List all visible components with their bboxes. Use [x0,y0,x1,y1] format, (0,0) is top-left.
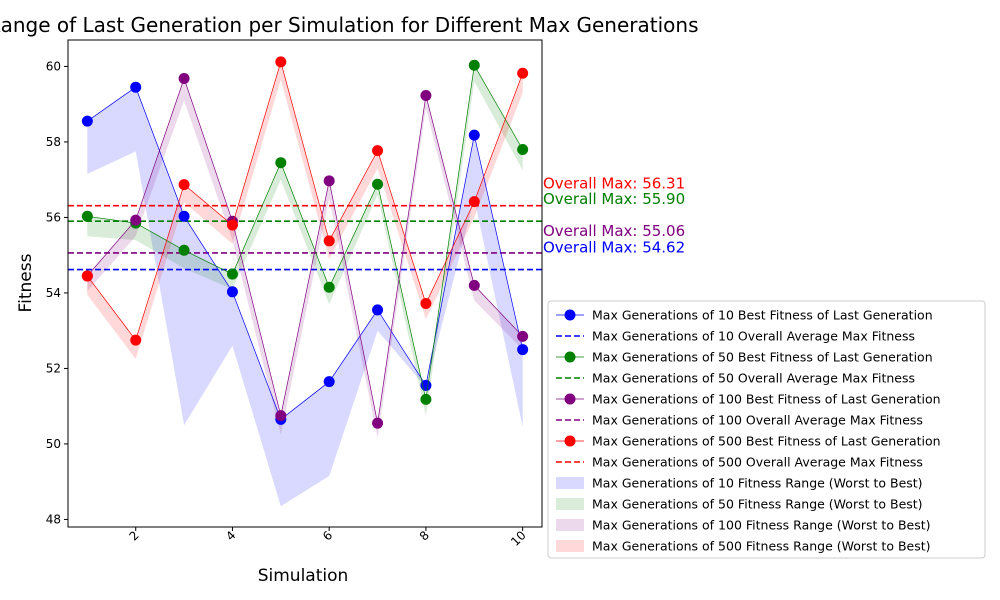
best-point-1-3 [226,268,238,280]
legend-entry-0: Max Generations of 10 Best Fitness of La… [592,308,933,323]
best-point-0-5 [323,376,335,388]
legend-entry-4: Max Generations of 100 Best Fitness of L… [592,392,941,407]
range-band-0 [87,87,523,507]
best-point-3-4 [275,56,287,68]
best-line-1 [87,64,524,400]
best-point-2-8 [468,279,480,291]
y-axis-label: Fitness [16,253,36,312]
best-point-3-9 [517,67,529,79]
x-tick-label-1: 4 [223,528,238,543]
legend-entry-11: Max Generations of 500 Fitness Range (Wo… [592,539,931,554]
best-line-3 [87,60,524,341]
best-line-2 [87,77,523,424]
best-line-0 [87,86,524,420]
best-point-3-8 [468,196,480,208]
best-point-2-5 [323,175,335,187]
y-tick-label-5: 58 [46,135,61,149]
x-tick-label-2: 6 [320,528,335,543]
x-axis-label: Simulation [258,566,349,586]
best-point-3-6 [372,145,384,157]
legend-patch-10 [556,519,584,531]
best-point-3-0 [81,270,93,282]
best-point-3-7 [420,298,432,310]
legend-entry-6: Max Generations of 500 Best Fitness of L… [592,434,941,449]
best-point-3-1 [130,334,142,346]
legend-box [547,300,986,559]
best-point-3-2 [178,179,190,191]
y-tick-label-1: 50 [46,437,61,451]
y-tick-label-0: 48 [46,512,61,526]
best-point-2-6 [372,417,384,429]
best-point-3-3 [226,219,238,231]
best-point-1-7 [420,393,432,405]
overall-max-annotation-0: Overall Max: 54.62 [543,239,685,257]
x-tick-label-4: 10 [508,528,529,549]
range-band-1 [87,65,523,416]
best-point-2-9 [517,330,529,342]
legend-entry-9: Max Generations of 50 Fitness Range (Wor… [592,497,923,512]
best-point-1-2 [178,244,190,256]
overall-max-annotation-2: Overall Max: 55.06 [543,222,685,240]
y-tick-label-6: 60 [46,59,61,73]
overall-max-annotation-1: Overall Max: 55.90 [543,190,685,208]
legend-entry-2: Max Generations of 50 Best Fitness of La… [592,350,933,365]
legend-marker-4 [564,393,576,405]
best-point-1-4 [275,157,287,169]
legend-patch-11 [556,540,584,552]
best-point-0-1 [130,81,142,93]
legend-marker-0 [564,309,576,321]
y-tick-label-4: 56 [46,210,61,224]
legend-marker-2 [564,351,576,363]
best-point-1-8 [468,59,480,71]
best-point-0-0 [81,115,93,127]
best-point-1-5 [323,281,335,293]
overall-max-annotation-3: Overall Max: 56.31 [543,175,685,193]
legend-patch-8 [556,477,584,489]
best-point-0-9 [517,344,529,356]
x-tick-label-3: 8 [417,528,432,543]
best-point-3-5 [323,235,335,247]
best-point-1-0 [81,210,93,222]
best-point-0-8 [468,129,480,141]
chart-title: Fitness Range of Last Generation per Sim… [0,13,698,37]
best-point-1-9 [517,143,529,155]
legend-entry-3: Max Generations of 50 Overall Average Ma… [592,371,915,386]
best-point-2-7 [420,89,432,101]
plot-frame [67,39,543,528]
best-point-2-2 [178,73,190,85]
legend-entry-7: Max Generations of 500 Overall Average M… [592,455,923,470]
legend-patch-9 [556,498,584,510]
best-point-0-2 [178,210,190,222]
y-tick-label-3: 54 [46,286,61,300]
legend-entry-5: Max Generations of 100 Overall Average M… [592,413,923,428]
best-point-2-4 [275,410,287,422]
best-point-1-6 [372,178,384,190]
x-tick-label-0: 2 [127,528,142,543]
legend-entry-10: Max Generations of 100 Fitness Range (Wo… [592,518,931,533]
legend-marker-6 [564,435,576,447]
best-point-0-6 [372,304,384,316]
legend-entry-1: Max Generations of 10 Overall Average Ma… [592,329,915,344]
best-point-0-3 [226,286,238,298]
legend-entry-8: Max Generations of 10 Fitness Range (Wor… [592,476,923,491]
best-point-2-1 [130,214,142,226]
y-tick-label-2: 52 [46,361,61,375]
